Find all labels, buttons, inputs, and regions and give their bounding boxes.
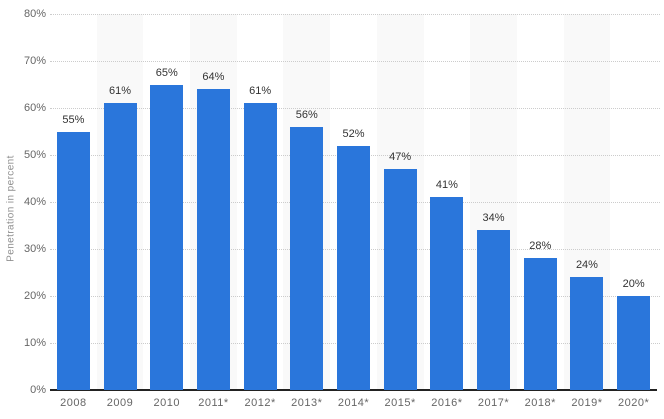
bar-2015*[interactable]	[383, 169, 417, 390]
bar-value-label-2014*: 52%	[342, 127, 365, 140]
x-tick-label-2015*: 2015*	[384, 397, 416, 409]
bar-2012*[interactable]	[243, 103, 277, 390]
bar-2011*[interactable]	[196, 89, 230, 390]
x-tick-label-2010: 2010	[153, 397, 180, 409]
bar-2017*[interactable]	[477, 230, 511, 390]
bar-2010[interactable]	[150, 84, 184, 390]
y-tick-label-80%: 80%	[23, 8, 46, 20]
bar-2016*[interactable]	[430, 197, 464, 390]
y-tick-label-50%: 50%	[23, 149, 46, 161]
bar-value-label-2016*: 41%	[435, 179, 458, 192]
y-tick-label-70%: 70%	[23, 55, 46, 67]
y-tick-label-40%: 40%	[23, 196, 46, 208]
x-tick-label-2017*: 2017*	[477, 397, 510, 409]
x-tick-label-2019*: 2019*	[571, 397, 603, 409]
gridline-80%	[50, 14, 660, 15]
x-tick-label-2012*: 2012*	[244, 397, 276, 409]
bar-value-label-2019*: 24%	[575, 259, 598, 272]
bar-2008[interactable]	[56, 131, 90, 390]
bar-2020*[interactable]	[617, 296, 651, 390]
x-tick-label-2009: 2009	[106, 397, 134, 409]
bar-2018*[interactable]	[523, 258, 557, 390]
bar-value-label-2010: 65%	[155, 66, 178, 79]
x-tick-label-2020*: 2020*	[618, 397, 650, 409]
gridline-60%	[50, 108, 660, 109]
bar-value-label-2011*: 64%	[202, 71, 225, 84]
x-tick-label-2011*: 2011*	[198, 397, 229, 409]
bar-value-label-2018*: 28%	[529, 240, 552, 253]
bar-value-label-2017*: 34%	[482, 212, 505, 225]
bar-value-label-2009: 61%	[109, 85, 132, 98]
y-tick-label-60%: 60%	[23, 102, 46, 114]
bar-value-label-2008: 55%	[62, 113, 85, 126]
bar-2019*[interactable]	[570, 277, 604, 390]
x-tick-label-2018*: 2018*	[524, 397, 556, 409]
bar-value-label-2015*: 47%	[389, 151, 412, 164]
x-axis-line	[50, 389, 657, 391]
bar-2014*[interactable]	[337, 145, 370, 390]
y-tick-label-0%: 0%	[30, 384, 46, 396]
x-tick-label-2013*: 2013*	[291, 397, 323, 409]
y-tick-label-20%: 20%	[23, 290, 46, 302]
y-tick-label-10%: 10%	[23, 337, 46, 349]
x-tick-label-2016*: 2016*	[431, 397, 463, 409]
bar-value-label-2012*: 61%	[249, 85, 272, 98]
bar-value-label-2020*: 20%	[622, 278, 645, 290]
bar-2013*[interactable]	[290, 126, 324, 390]
bar-value-label-2013*: 56%	[295, 108, 318, 121]
y-tick-label-30%: 30%	[23, 243, 46, 255]
x-tick-label-2008: 2008	[60, 397, 87, 409]
x-tick-label-2014*: 2014*	[337, 397, 370, 409]
bar-2009[interactable]	[103, 103, 137, 390]
gridline-70%	[50, 61, 660, 62]
